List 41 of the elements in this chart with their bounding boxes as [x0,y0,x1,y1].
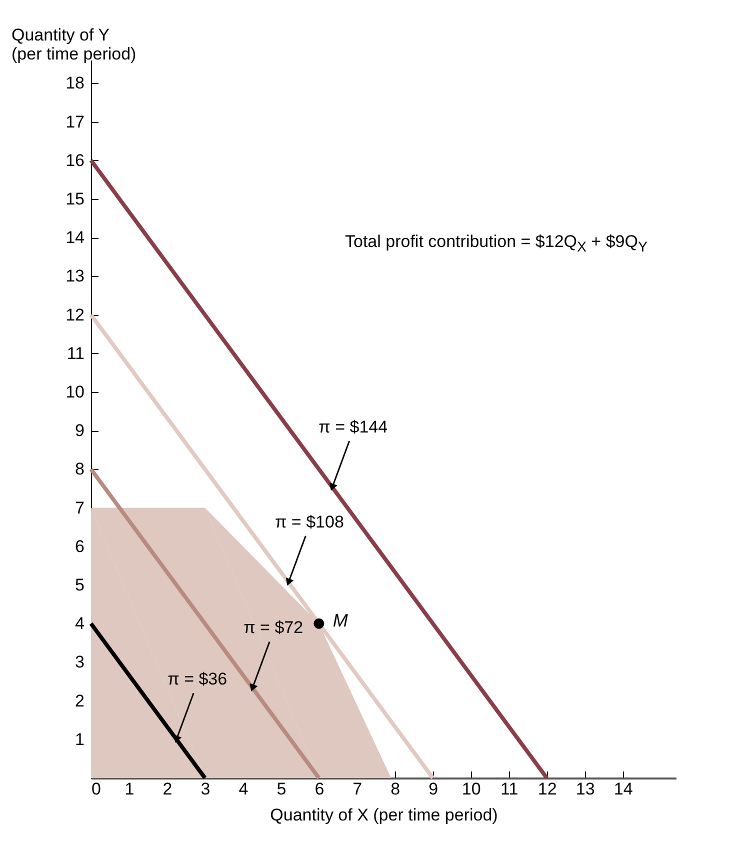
x-tick-label: 0 [92,780,101,798]
y-tick-label: 6 [75,536,84,556]
y-tick-label: 3 [75,652,84,672]
y-tick-label: 7 [75,498,84,518]
y-axis-title: Quantity of Y (per time period) [12,26,136,64]
x-tick-label: 14 [614,780,633,798]
x-tick-label: 8 [390,780,400,798]
x-tick-label: 3 [200,780,210,798]
annotation: π = $72 [244,618,304,638]
x-tick-label: 12 [538,780,557,798]
x-tick-label: 5 [276,780,286,798]
x-tick-label: 6 [314,780,324,798]
y-tick-label: 8 [75,460,84,479]
y-tick-label: 16 [66,150,84,170]
x-tick-label: 13 [576,780,595,798]
x-tick-label: 2 [162,780,172,798]
y-tick-label: 4 [75,614,84,634]
y-tick-label: 9 [75,421,84,440]
x-tick-label: 7 [352,780,362,798]
y-tick-label: 14 [66,228,84,248]
y-tick-label: 2 [75,691,84,710]
annotation: π = $36 [168,669,228,688]
series-label: M [332,610,348,631]
x-tick-label: 1 [124,780,134,798]
y-tick-label: 1 [75,730,84,749]
y-tick-label: 12 [66,305,84,324]
y-tick-label: 10 [66,382,84,402]
annotation: π = $144 [318,417,388,436]
x-axis-title: Quantity of X (per time period) [270,806,498,824]
x-tick-label: 10 [462,780,481,798]
y-tick-label: 15 [66,189,84,208]
x-tick-label: 4 [238,780,248,798]
y-tick-label: 11 [66,344,84,363]
y-tick-label: 18 [66,74,84,93]
y-tick-label: 5 [75,575,84,594]
annotation: π = $108 [274,512,344,532]
y-tick-label: 17 [66,112,84,132]
y-tick-label: 13 [66,266,84,286]
x-tick-label: 11 [500,780,518,798]
annotation: Total profit contribution = $12Q$_{X}$ + $9Q$_{Y}$ [345,232,648,256]
x-tick-label: 9 [428,780,438,798]
